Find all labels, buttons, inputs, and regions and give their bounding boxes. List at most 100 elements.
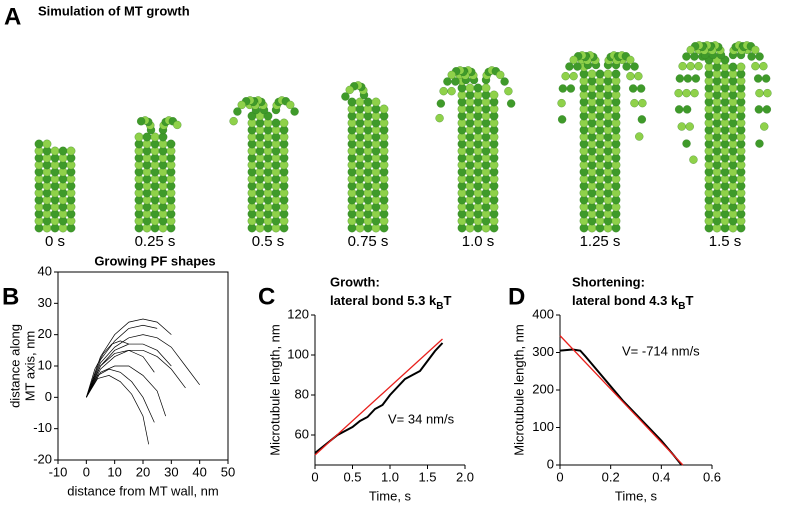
line-series — [86, 343, 172, 398]
subunit — [345, 85, 354, 95]
plot-frame — [57, 271, 229, 461]
chart-title: Growing PF shapes — [94, 253, 215, 268]
subunit — [754, 105, 764, 114]
subunit — [751, 62, 760, 71]
subunit — [436, 99, 446, 108]
subunit — [634, 72, 643, 81]
x-tick-label: 1.5 — [418, 469, 436, 484]
subunit — [626, 55, 635, 65]
subunit — [447, 70, 456, 80]
y-tick-label: 30 — [38, 295, 52, 310]
panel-label: C — [258, 283, 275, 310]
x-tick-label: 0 — [83, 464, 90, 479]
subunit — [674, 89, 683, 98]
y-tick-label: 10 — [38, 357, 52, 372]
subunit — [34, 139, 44, 149]
subunit — [136, 117, 146, 126]
panel-title: Simulation of MT growth — [38, 3, 190, 18]
x-tick-label: 2.0 — [456, 469, 474, 484]
subunit — [675, 74, 685, 83]
subunit — [759, 62, 768, 71]
y-tick-label: 100 — [287, 346, 309, 361]
x-axis-label: Time, s — [369, 488, 412, 503]
subunit — [755, 52, 764, 61]
x-axis-label: Time, s — [615, 488, 658, 503]
x-tick-label: -10 — [49, 464, 68, 479]
subunit — [603, 69, 613, 79]
subunit — [229, 117, 238, 126]
line-series — [86, 349, 186, 398]
y-tick-label: 200 — [532, 381, 554, 396]
subunit — [682, 89, 691, 98]
y-axis-label: Microtubule length, nm — [267, 324, 282, 456]
line-series — [86, 324, 158, 398]
y-tick-label: 0 — [45, 389, 52, 404]
line-series — [86, 334, 200, 398]
line-series — [86, 365, 166, 417]
y-tick-label: 60 — [295, 426, 309, 441]
time-label: 0.75 s — [348, 233, 389, 250]
subunit — [686, 45, 695, 55]
subunit — [142, 132, 152, 142]
y-tick-label: 40 — [38, 263, 52, 278]
subunit — [42, 139, 52, 149]
subunit — [686, 62, 695, 71]
line-series — [85, 340, 129, 398]
subtitle-part: T — [443, 293, 451, 308]
time-label: 0.25 s — [135, 233, 176, 250]
subunit — [630, 99, 639, 108]
subunit — [443, 77, 452, 86]
subunit — [489, 90, 499, 100]
subunit — [736, 62, 746, 72]
time-label: 1.25 s — [580, 233, 621, 250]
x-tick-label: 0.5 — [343, 469, 361, 484]
x-tick-label: 0.4 — [652, 469, 670, 484]
subtitle-part: B — [678, 301, 685, 312]
chart-subtitle: lateral bond 4.3 kBT — [572, 293, 693, 311]
subunit — [435, 114, 444, 123]
subunit — [728, 62, 738, 72]
subunit — [279, 118, 289, 128]
subunit — [682, 139, 691, 148]
subunit — [447, 87, 456, 96]
subunit — [569, 72, 578, 81]
subunit — [347, 97, 357, 107]
subunit — [66, 146, 76, 156]
subunit — [595, 69, 605, 79]
subunit — [691, 74, 701, 83]
subunit — [371, 97, 381, 107]
subunit — [166, 139, 176, 149]
subunit — [677, 122, 686, 131]
subunit — [689, 155, 698, 164]
subunit — [628, 84, 638, 93]
subunit — [237, 100, 246, 110]
line-series — [314, 342, 444, 454]
subunit — [755, 89, 764, 98]
subunit — [626, 72, 635, 81]
subunit — [638, 99, 647, 108]
y-tick-label: 0 — [547, 456, 554, 471]
subunit — [286, 100, 295, 110]
line-series — [559, 335, 684, 466]
panel-label: B — [2, 283, 19, 310]
subtitle-part: lateral bond 5.3 k — [330, 293, 437, 308]
subunit — [755, 139, 764, 148]
subunit — [557, 115, 567, 124]
subunit — [58, 146, 68, 156]
subunit — [674, 105, 684, 114]
subunit — [694, 62, 703, 71]
line-series — [86, 375, 150, 445]
subunit — [355, 97, 365, 107]
subunit — [682, 105, 692, 114]
x-tick-label: 1.0 — [381, 469, 399, 484]
panel-label: A — [4, 3, 21, 30]
y-tick-label: 80 — [295, 386, 309, 401]
subunit — [636, 84, 646, 93]
subunit — [500, 77, 509, 86]
subunit — [473, 83, 483, 93]
subunit — [481, 83, 491, 93]
subunit — [506, 99, 516, 108]
y-tick-label: 120 — [287, 306, 309, 321]
y-axis-label: MT axis, nm — [22, 331, 37, 402]
subunit — [561, 72, 570, 81]
